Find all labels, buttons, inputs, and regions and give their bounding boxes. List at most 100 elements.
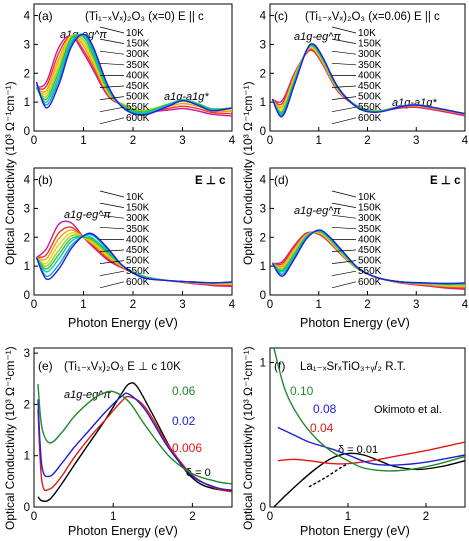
y-axis-label-bottom: Optical Conductivity (10³ Ω⁻¹cm⁻¹) (3, 346, 17, 530)
panel-b-legend-entry: 10K (126, 192, 144, 203)
x-axis-label-f: Photon Energy (eV) (300, 524, 410, 538)
panel-b-legend-leader (99, 270, 125, 277)
panel-label-a: (a) (38, 9, 53, 23)
panel-c-legend-entry: 600K (358, 113, 382, 124)
panel-c-x-tick-label: 2 (364, 135, 370, 147)
panel-b-x-tick-label: 0 (31, 299, 37, 311)
panel-a-legend-leader (99, 96, 125, 100)
panel-e-y-tick-label: 1 (24, 451, 30, 463)
panel-a-y-tick-label: 3 (24, 39, 30, 51)
panel-c-series-line (271, 43, 465, 118)
panel-d-legend-entry: 500K (358, 256, 382, 267)
panel-label-f: (f) (274, 359, 285, 373)
panel-d-legend-entry: 550K (358, 266, 382, 277)
panel-b-legend-entry: 150K (126, 203, 150, 214)
panel-label-e: (e) (38, 359, 53, 373)
panel-c-legend-leader (331, 96, 357, 100)
panel-c-legend-entry: 500K (358, 92, 382, 103)
panel-a-legend-leader (99, 62, 125, 66)
panel-f-series-line (277, 441, 465, 465)
panel-a-legend-entry: 500K (126, 92, 150, 103)
panel-c-series-group (271, 43, 465, 118)
panel-d-legend-entry: 600K (358, 277, 382, 288)
panel-f-series-group (273, 348, 465, 507)
y-axis-label-top-right: Optical Conductivity (10³ Ω⁻¹cm⁻¹) (241, 81, 255, 265)
panel-d-legend-entry: 300K (358, 213, 382, 224)
panel-a-title: (Ti₁₋ₓVₓ)₂O₃ (x=0) E || c (85, 11, 204, 23)
panel-label-b: (b) (38, 173, 53, 187)
panel-c-legend-entry: 10K (358, 28, 376, 39)
panel-c-legend-leader (331, 106, 357, 113)
panel-b-legend-entry: 500K (126, 256, 150, 267)
panel-d-y-tick-label: 3 (260, 203, 266, 215)
panel-f-series-line (308, 462, 349, 488)
panel-f-series-line (273, 348, 465, 472)
panel-d-legend-entry: 10K (358, 192, 376, 203)
panel-c-legend-leader (331, 26, 357, 34)
panel-d-legend-leader (331, 249, 357, 252)
panel-b-legend-entry: 300K (126, 213, 150, 224)
panel-b-y-tick-label: 0 (24, 290, 30, 302)
panel-c-legend-entry: 150K (358, 39, 382, 50)
y-axis-label-bottom-right: Optical Conductivity (10³ Ω⁻¹cm⁻¹) (241, 346, 255, 530)
panel-f-series-label: 0.08 (313, 402, 337, 416)
panel-a-legend-entry: 550K (126, 102, 150, 113)
panel-a-y-tick-label: 4 (24, 11, 31, 23)
panel-e-x-tick-label: 0 (31, 511, 37, 523)
panel-e-series-group (37, 382, 232, 502)
panel-f-y-tick-label: 0 (260, 502, 266, 514)
panel-e-series-label: 0.06 (172, 384, 196, 398)
x-axis-label-a-b: Photon Energy (eV) (68, 316, 178, 330)
panel-b-title: E ⊥ c (195, 175, 226, 187)
panel-c-legend-leader (331, 85, 357, 88)
panel-c-legend-entry: 400K (358, 70, 382, 81)
panel-a-legend-entry: 400K (126, 70, 150, 81)
panel-c-legend-entry: 450K (358, 81, 382, 92)
panel-a-legend-entry: 450K (126, 81, 150, 92)
panel-b-legend-entry: 600K (126, 277, 150, 288)
panel-a-x-tick-label: 4 (229, 135, 236, 147)
panel-c-legend-leader (331, 50, 357, 55)
panel-b-y-tick-label: 4 (24, 175, 31, 187)
panel-a-y-tick-label: 1 (24, 97, 30, 109)
panel-e-y-tick-label: 0 (24, 502, 30, 514)
panel-d-legend-entry: 150K (358, 203, 382, 214)
panel-c-legend-entry: 550K (358, 102, 382, 113)
panel-c-x-tick-label: 4 (462, 135, 469, 147)
panel-b-legend-leader (99, 249, 125, 252)
x-axis-label-e: Photon Energy (eV) (68, 524, 178, 538)
panel-b-y-tick-label: 2 (24, 232, 30, 244)
panel-d-series-line (271, 229, 465, 285)
panel-b-legend-leader (99, 214, 125, 219)
panel-f-y-tick-label: 1 (260, 357, 266, 369)
panel-d-x-tick-label: 4 (462, 299, 469, 311)
panel-b-y-tick-label: 1 (24, 261, 30, 273)
panel-c-y-tick-label: 2 (260, 68, 266, 80)
panel-a-annotation-a1g-a1g: a1g-a1g* (164, 91, 209, 103)
panel-e-annotation-a1g-eg: a1g-eg^π (64, 389, 111, 401)
panel-d-legend-entry: 400K (358, 234, 382, 245)
panel-a-x-tick-label: 2 (130, 135, 136, 147)
panel-d-legend-leader (331, 281, 357, 289)
panel-d-y-tick-label: 1 (260, 261, 266, 273)
panel-c-legend-leader (331, 62, 357, 66)
panel-f-series-line (277, 426, 465, 466)
panel-a-legend-entry: 300K (126, 49, 150, 60)
panel-b-legend-leader (99, 202, 125, 208)
panel-d-legend-entry: 450K (358, 245, 382, 256)
panel-c-legend-entry: 350K (358, 60, 382, 71)
panel-b-x-tick-label: 3 (179, 299, 185, 311)
panel-a-series-group (35, 33, 232, 117)
panel-e-series-label: 0.02 (172, 414, 196, 428)
panel-c-annotation-a1g-eg: a1g-eg^π (294, 31, 341, 43)
panel-d-legend-leader (331, 260, 357, 264)
panel-b-legend-entry: 350K (126, 224, 150, 235)
y-axis-label-top: Optical Conductivity (10³ Ω⁻¹cm⁻¹) (3, 81, 17, 265)
panel-b-series-line (35, 232, 232, 284)
panel-a-x-tick-label: 3 (179, 135, 185, 147)
panel-a-legend-entry: 350K (126, 60, 150, 71)
panel-b-legend-entry: 450K (126, 245, 150, 256)
panel-d-x-tick-label: 2 (364, 299, 370, 311)
panel-c-x-tick-label: 3 (413, 135, 419, 147)
panel-d-series-group (271, 229, 465, 290)
